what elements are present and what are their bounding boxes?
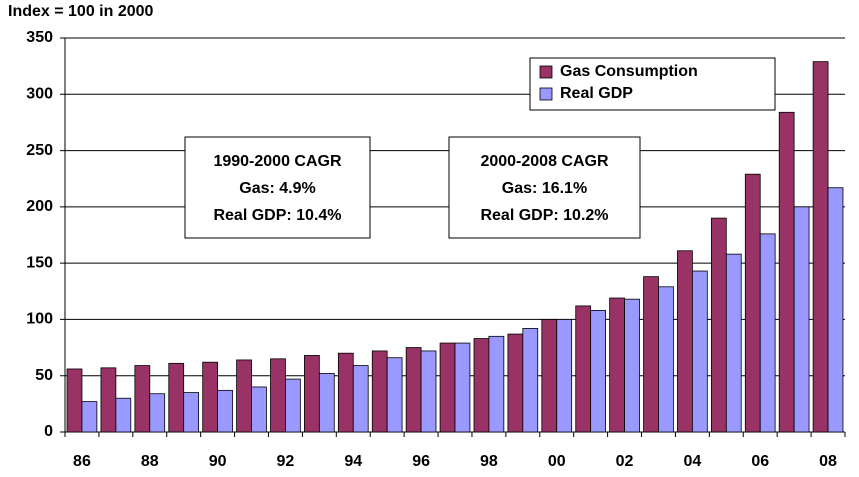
- legend-swatch: [539, 65, 553, 79]
- x-tick-label: 98: [480, 453, 498, 470]
- annotation-text: Gas: 16.1%: [502, 180, 587, 197]
- legend-label: Real GDP: [560, 85, 633, 102]
- bar: [556, 319, 573, 433]
- annotation-text: 1990-2000 CAGR: [213, 153, 342, 170]
- x-tick-label: 00: [548, 453, 566, 470]
- bar: [371, 350, 388, 433]
- y-tick-label: 0: [44, 423, 53, 440]
- x-tick-label: 96: [412, 453, 430, 470]
- y-tick-label: 50: [35, 367, 53, 384]
- bar: [352, 365, 369, 433]
- bar: [624, 298, 640, 433]
- bar: [488, 335, 505, 433]
- x-tick-label: 94: [344, 453, 362, 470]
- bar: [454, 342, 471, 433]
- bar: [149, 393, 166, 433]
- bar: [318, 373, 335, 433]
- bar: [439, 342, 456, 433]
- bar: [643, 276, 659, 433]
- bar: [183, 392, 200, 433]
- annotation-text: Real GDP: 10.4%: [213, 207, 341, 224]
- x-tick-label: 88: [141, 453, 159, 470]
- bar: [270, 358, 286, 433]
- annotation-box: [448, 136, 641, 239]
- annotation-box: [184, 136, 371, 239]
- bar: [304, 355, 320, 433]
- bar: [100, 367, 117, 433]
- bar: [541, 319, 558, 433]
- y-tick-label: 100: [26, 311, 53, 328]
- bar: [744, 173, 761, 433]
- annotation-text: Real GDP: 10.2%: [480, 207, 608, 224]
- bar: [405, 347, 422, 433]
- y-tick-label: 250: [26, 142, 53, 159]
- bar: [812, 61, 829, 433]
- bar: [217, 389, 233, 433]
- y-tick-label: 200: [26, 198, 53, 215]
- y-tick-label: 150: [26, 254, 53, 271]
- legend-box: [529, 57, 776, 111]
- bar: [420, 350, 437, 433]
- bar: [81, 401, 98, 433]
- annotation-text: Gas: 4.9%: [239, 180, 315, 197]
- x-tick-label: 04: [683, 453, 701, 470]
- annotation-text: 2000-2008 CAGR: [480, 153, 609, 170]
- bar: [134, 365, 151, 433]
- bar: [710, 217, 727, 433]
- bar: [285, 378, 301, 433]
- bar: [759, 233, 776, 433]
- legend-swatch: [539, 87, 553, 101]
- y-tick-label: 350: [26, 29, 53, 46]
- bar: [115, 397, 132, 433]
- x-tick-label: 90: [209, 453, 227, 470]
- x-tick-label: 08: [819, 453, 837, 470]
- bar: [658, 286, 674, 433]
- bar: [202, 361, 219, 433]
- x-tick-label: 06: [751, 453, 769, 470]
- chart-title: Index = 100 in 2000: [8, 3, 154, 20]
- bar: [827, 187, 844, 433]
- x-tick-label: 86: [73, 453, 91, 470]
- bar: [677, 250, 693, 433]
- x-tick-label: 02: [616, 453, 634, 470]
- bar: [473, 338, 490, 433]
- bar: [507, 333, 524, 433]
- x-tick-label: 92: [277, 453, 295, 470]
- bar: [386, 357, 403, 433]
- bar: [168, 362, 185, 433]
- bar: [590, 310, 606, 433]
- bar: [236, 359, 252, 433]
- bar: [66, 368, 83, 433]
- legend-label: Gas Consumption: [560, 63, 698, 80]
- bar: [793, 206, 810, 433]
- bar: [778, 111, 795, 433]
- bar: [522, 328, 539, 433]
- bar: [691, 270, 708, 433]
- bar: [337, 352, 354, 433]
- bar: [725, 253, 742, 433]
- bar: [575, 305, 592, 433]
- bar: [251, 386, 267, 433]
- bar: [609, 297, 625, 433]
- y-tick-label: 300: [26, 86, 53, 103]
